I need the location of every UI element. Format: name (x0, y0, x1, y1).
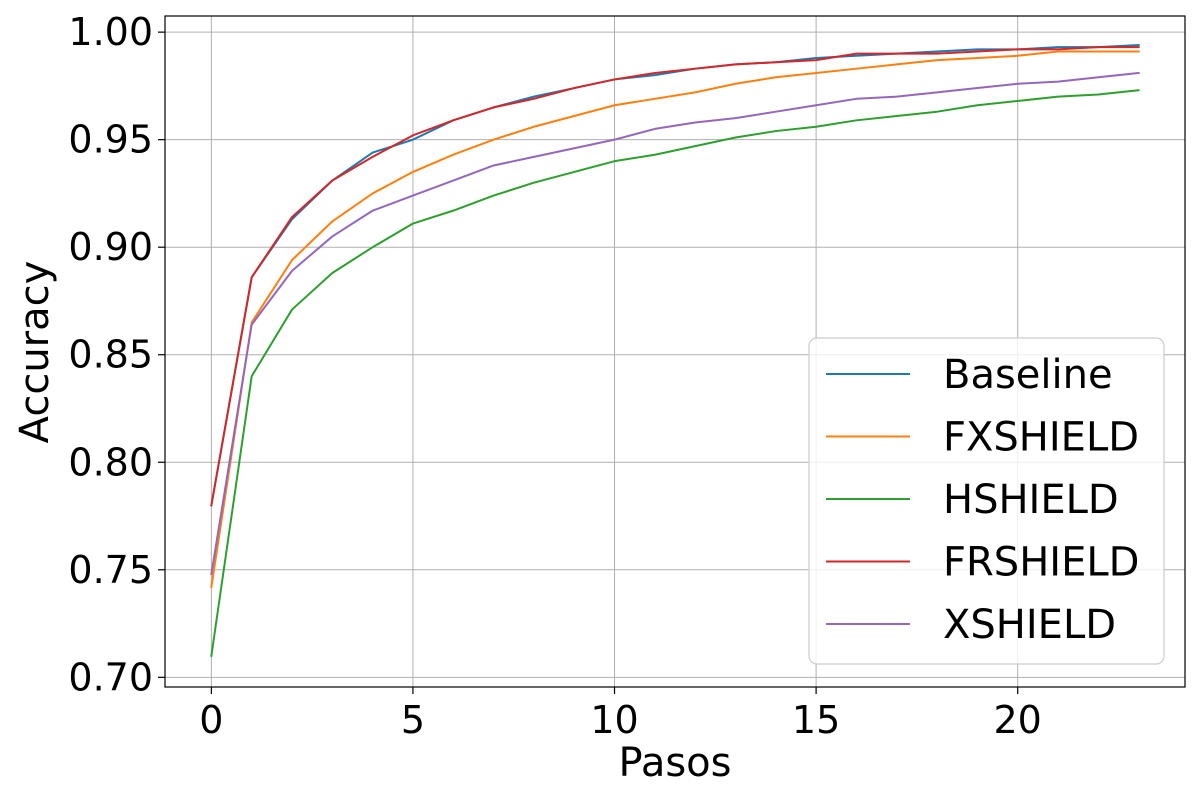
x-axis-label: Pasos (619, 740, 732, 786)
legend: Baseline FXSHIELD HSHIELD FRSHIELD XSHIELD (808, 337, 1165, 665)
y-tick-label: 0.95 (68, 118, 153, 162)
legend-label: Baseline (943, 352, 1113, 398)
series-line-hshield (210, 89, 1140, 657)
series-line-fxshield (210, 50, 1140, 589)
x-tick-label: 5 (401, 698, 425, 742)
legend-box (808, 337, 1165, 665)
plot-frame (164, 15, 1186, 688)
series-line-baseline (210, 43, 1140, 507)
y-tick-label: 0.85 (68, 333, 153, 377)
legend-label: HSHIELD (943, 477, 1119, 523)
legend-item-hshield: HSHIELD (826, 477, 1119, 523)
x-tick-label: 20 (994, 698, 1042, 742)
legend-label: FRSHIELD (943, 540, 1139, 586)
x-tick-label: 0 (199, 698, 223, 742)
y-tick-label: 1.00 (68, 10, 153, 54)
series-lines (210, 43, 1140, 657)
legend-item-frshield: FRSHIELD (826, 540, 1139, 586)
legend-label: XSHIELD (943, 602, 1116, 648)
y-tick-label: 0.80 (68, 440, 153, 484)
x-tick-label: 15 (792, 698, 840, 742)
y-tick-label: 0.90 (68, 225, 153, 269)
y-tick-label: 0.75 (68, 548, 153, 592)
legend-item-baseline: Baseline (826, 352, 1113, 398)
legend-item-fxshield: FXSHIELD (826, 415, 1139, 461)
legend-item-xshield: XSHIELD (826, 602, 1116, 648)
x-tick-label: 10 (590, 698, 638, 742)
series-line-xshield (210, 71, 1140, 576)
y-tick-label: 0.70 (68, 655, 153, 699)
y-axis-label: Accuracy (12, 261, 58, 444)
x-axis-ticks: 0 5 10 15 20 (199, 687, 1042, 742)
legend-label: FXSHIELD (943, 415, 1139, 461)
y-axis-ticks: 0.70 0.75 0.80 0.85 0.90 0.95 1.00 (68, 10, 165, 699)
series-line-frshield (210, 46, 1140, 507)
